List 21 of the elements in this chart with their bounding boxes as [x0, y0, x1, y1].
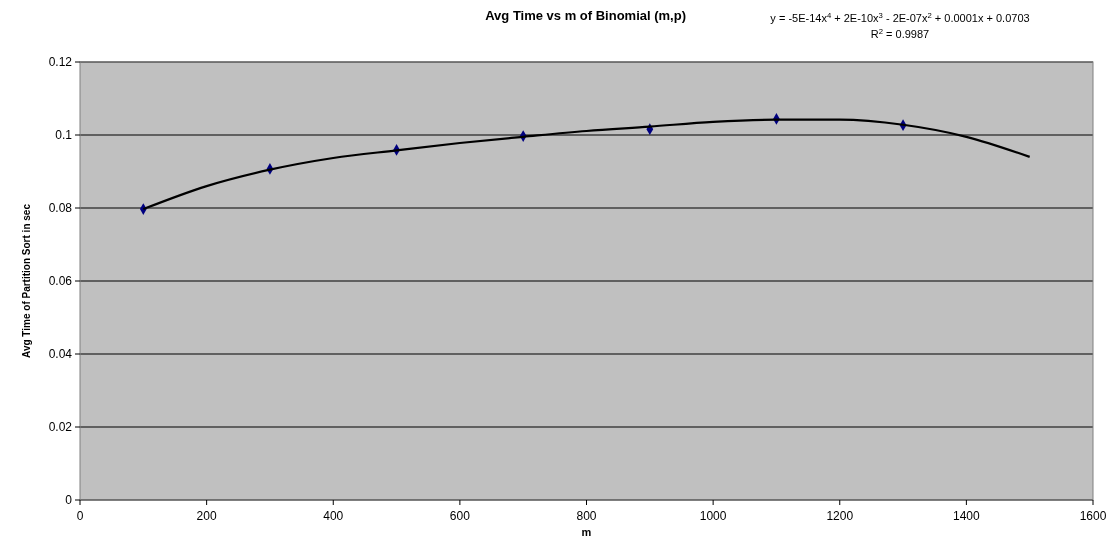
y-tick-label: 0.04 — [48, 347, 73, 362]
x-axis-title: m — [581, 526, 592, 538]
x-tick-label: 1200 — [826, 509, 854, 523]
y-axis-title: Avg Time of Partition Sort in sec — [21, 203, 32, 358]
y-tick-label: 0.12 — [48, 55, 73, 70]
x-tick-label: 1000 — [699, 509, 727, 523]
y-tick-label: 0.08 — [48, 201, 73, 216]
text: R$^{2}$ = 0.9987 — [870, 26, 930, 40]
x-tick-label: 1600 — [1079, 509, 1107, 523]
y-tick-label: 0.06 — [48, 274, 73, 289]
text: y = -5E-14x$^{4}$ + 2E-10x$^{3}$ - 2E-07x$^{2}$ + 0.0001x + 0.0703 — [770, 10, 1030, 24]
x-tick-label: 800 — [576, 509, 597, 523]
y-tick-label: 0.1 — [55, 128, 73, 143]
chart-title: Avg Time vs m of Binomial (m,p) — [485, 8, 686, 23]
x-tick-label: 1400 — [953, 509, 981, 523]
y-tick-label: 0.02 — [48, 420, 73, 435]
x-tick-label: 600 — [449, 509, 471, 523]
x-tick-label: 400 — [323, 509, 344, 523]
x-tick-label: 0 — [76, 509, 84, 523]
y-tick-label: 0 — [65, 493, 73, 508]
x-tick-label: 200 — [196, 509, 217, 523]
